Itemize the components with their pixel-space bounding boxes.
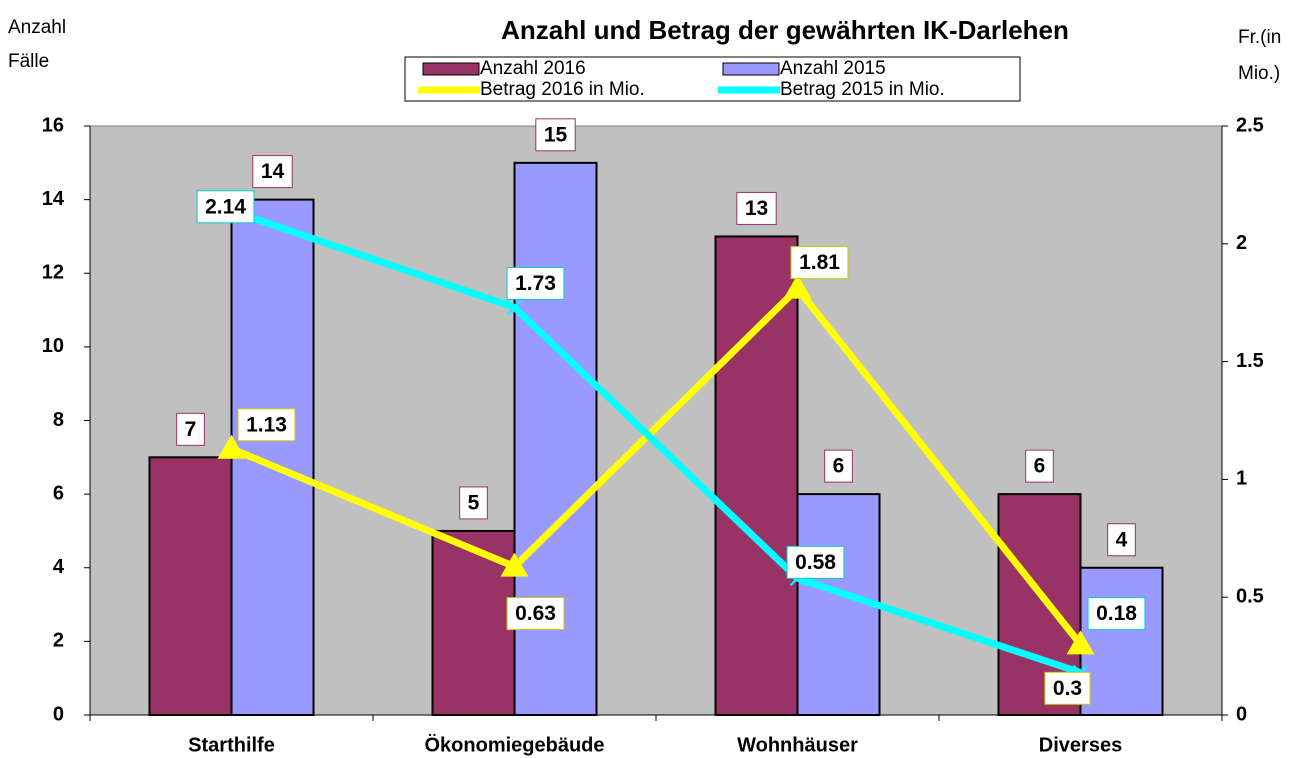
y-tick-label: 0 xyxy=(53,703,64,725)
data-label: 0.58 xyxy=(795,551,836,574)
y-tick-label: 2 xyxy=(53,630,64,652)
legend-label: Betrag 2015 in Mio. xyxy=(780,79,945,100)
legend-label: Anzahl 2015 xyxy=(780,58,886,79)
data-label: 14 xyxy=(261,160,285,183)
x-tick-label: Wohnhäuser xyxy=(737,734,858,756)
data-label-box xyxy=(736,191,777,225)
y-tick-label: 10 xyxy=(42,335,64,357)
data-label: 0.18 xyxy=(1096,602,1137,625)
data-label-box xyxy=(1025,449,1054,483)
data-label: 1.13 xyxy=(246,413,287,436)
line xyxy=(230,283,1084,647)
chart-title: Anzahl und Betrag der gewährten IK-Darle… xyxy=(501,15,1069,45)
marker xyxy=(217,434,246,459)
y-tick-label: 8 xyxy=(53,409,64,431)
data-label: 0.63 xyxy=(515,602,556,625)
data-label-box xyxy=(1044,671,1091,705)
data-label-box xyxy=(506,597,565,631)
data-label: 2.14 xyxy=(205,195,246,218)
y2-tick-label: 2.5 xyxy=(1236,114,1264,136)
y-tick-label: 12 xyxy=(42,262,64,284)
y2-tick-label: 1 xyxy=(1236,468,1247,490)
y-tick-label: 14 xyxy=(42,188,65,210)
data-label-box xyxy=(459,486,488,520)
data-label-box xyxy=(252,155,293,189)
data-label: 6 xyxy=(1034,455,1046,478)
data-label: 13 xyxy=(745,197,768,220)
x-tick-label: Ökonomiegebäude xyxy=(424,733,604,756)
legend-label: Betrag 2016 in Mio. xyxy=(480,79,645,100)
data-label-box xyxy=(176,412,205,446)
bar xyxy=(513,161,598,716)
data-label: 1.81 xyxy=(799,251,840,274)
legend-swatch xyxy=(422,62,480,76)
marker xyxy=(1066,630,1095,655)
data-label-box xyxy=(786,545,845,579)
marker xyxy=(783,274,812,299)
data-label-box xyxy=(790,246,849,280)
data-label-box xyxy=(535,118,576,152)
data-label: 7 xyxy=(185,418,197,441)
y-tick-label: 6 xyxy=(53,482,64,504)
y2-axis-title: Fr.(in xyxy=(1238,27,1281,48)
bar xyxy=(148,456,233,716)
data-label-box xyxy=(506,266,565,300)
legend xyxy=(404,56,1021,102)
data-label: 15 xyxy=(544,123,568,146)
x-tick-label: Starthilfe xyxy=(188,734,275,756)
data-label: 1.73 xyxy=(515,272,556,295)
data-label-box xyxy=(237,408,296,442)
bar xyxy=(1079,566,1164,716)
marker xyxy=(500,552,529,577)
data-label: 6 xyxy=(833,455,845,478)
data-label-box xyxy=(824,449,853,483)
legend-label: Anzahl 2016 xyxy=(480,58,586,79)
y-tick-label: 16 xyxy=(42,114,64,136)
y2-tick-label: 0 xyxy=(1236,703,1247,725)
y-axis-title: Fälle xyxy=(8,51,49,72)
y2-tick-label: 2 xyxy=(1236,232,1247,254)
data-label-box xyxy=(1107,523,1136,557)
y2-tick-label: 0.5 xyxy=(1236,585,1264,607)
marker xyxy=(506,299,523,316)
data-label: 5 xyxy=(468,491,480,514)
y2-tick-label: 1.5 xyxy=(1236,350,1264,372)
data-label: 0.3 xyxy=(1053,677,1082,700)
data-label: 4 xyxy=(1116,528,1128,551)
y-tick-label: 4 xyxy=(53,556,65,578)
y-axis-title: Anzahl xyxy=(8,17,66,38)
data-label-box xyxy=(196,190,255,224)
line xyxy=(230,207,1082,676)
data-label-box xyxy=(1087,597,1146,631)
x-tick-label: Diverses xyxy=(1039,734,1122,756)
legend-swatch xyxy=(722,62,780,76)
y2-axis-title: Mio.) xyxy=(1238,63,1280,84)
bar xyxy=(714,235,799,716)
